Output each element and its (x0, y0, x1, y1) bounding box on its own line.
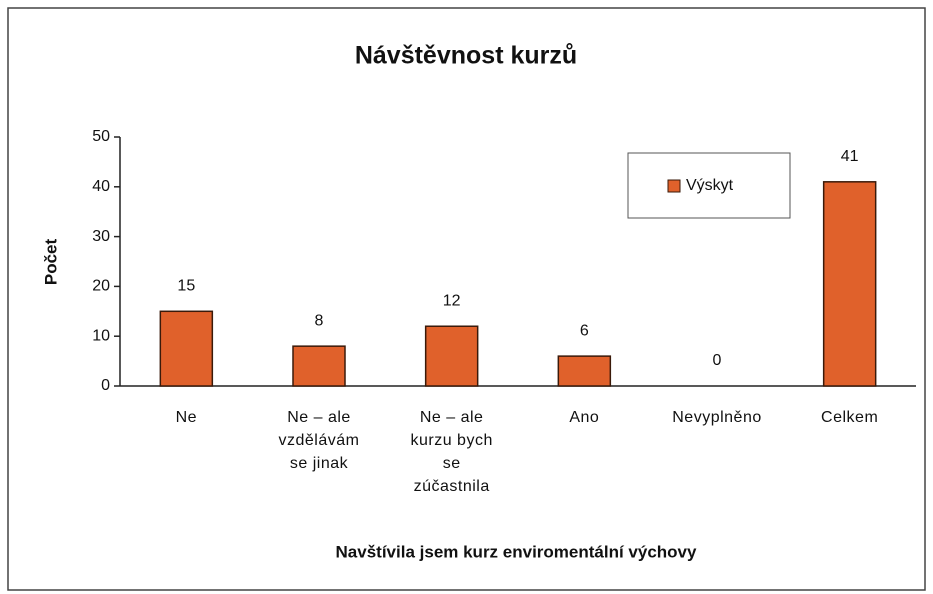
data-label: 12 (443, 292, 461, 309)
x-tick-label: Celkem (821, 409, 879, 426)
bar (424, 325, 479, 387)
y-axis-title: Počet (41, 239, 60, 286)
y-tick-label: 50 (92, 128, 110, 145)
y-tick-label: 30 (92, 228, 110, 245)
bar (159, 310, 214, 387)
legend-swatch (667, 179, 681, 193)
x-tick-label: Ne (175, 409, 198, 426)
y-tick-label: 20 (92, 278, 110, 295)
y-tick-label: 40 (92, 178, 110, 195)
x-tick-label: Ne – ale vzdělávám se jinak (278, 409, 360, 472)
chart-title: Návštěvnost kurzů (355, 42, 577, 70)
bar (292, 345, 346, 387)
x-axis-title: Navštívila jsem kurz enviromentální vých… (336, 542, 697, 561)
bar (557, 355, 612, 387)
y-tick-label: 0 (101, 377, 110, 394)
x-tick-label: Nevyplněno (672, 409, 762, 426)
x-tick-label: Ne – ale kurzu bych se zúčastnila (410, 409, 493, 495)
x-tick-label: Ano (569, 409, 600, 426)
data-label: 41 (841, 148, 859, 165)
data-label: 15 (177, 278, 195, 295)
y-tick-label: 10 (92, 327, 110, 344)
bar (822, 181, 877, 387)
legend-box (627, 152, 791, 219)
chart-frame (7, 7, 926, 591)
data-label: 8 (315, 312, 324, 329)
legend-label: Výskyt (686, 177, 734, 194)
data-label: 6 (580, 322, 589, 339)
data-label: 0 (713, 352, 722, 369)
